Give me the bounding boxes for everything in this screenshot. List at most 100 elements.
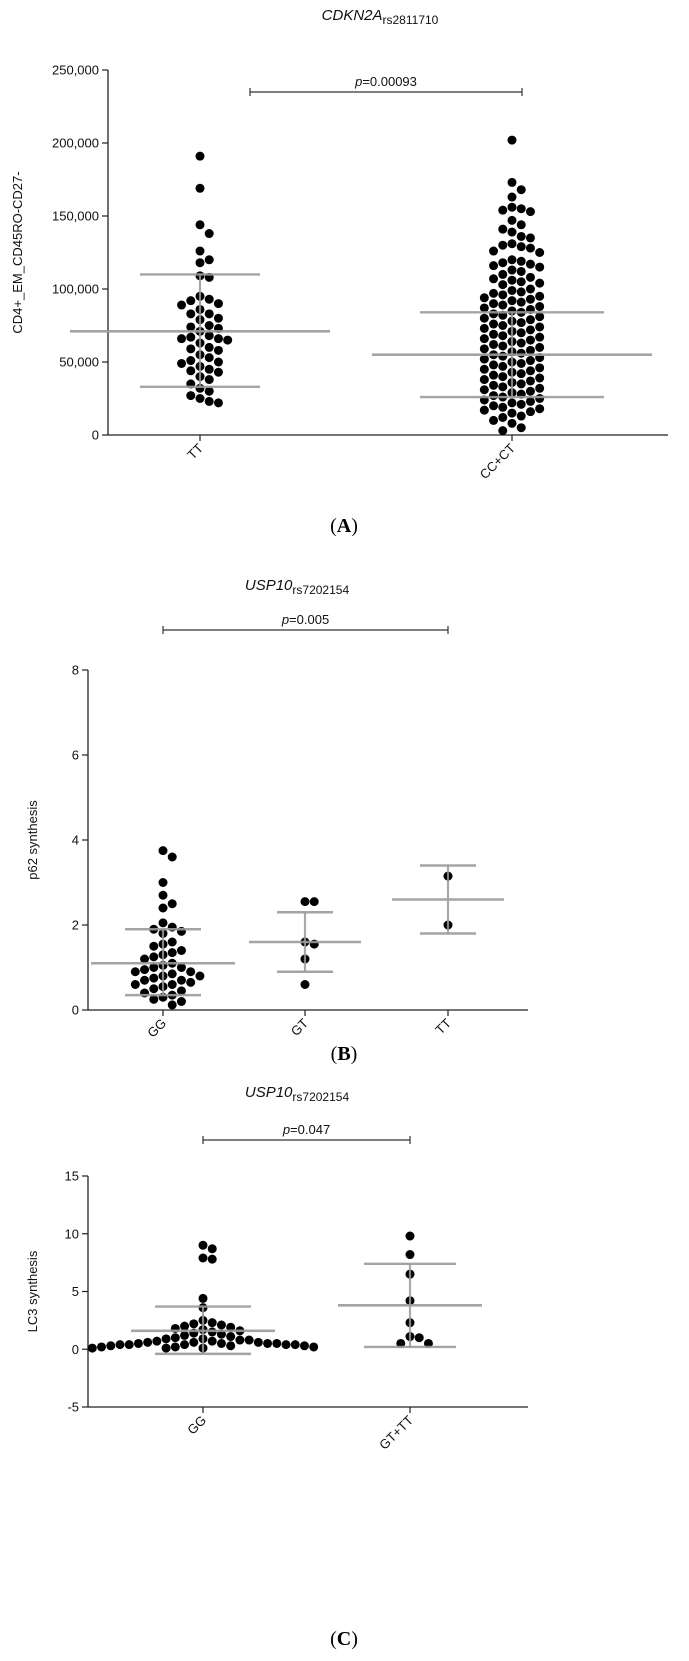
x-tick-label: GG [144, 1016, 169, 1041]
data-point [489, 329, 499, 339]
data-point [186, 967, 196, 977]
chart-panel-2: USP10rs7202154 0 2 4 6 8 p62 synthesis GG GT TT p=… [25, 577, 528, 1065]
data-point [516, 287, 526, 297]
x-tick-label: TT [432, 1015, 454, 1037]
data-point [216, 1320, 226, 1330]
y-tick-label: 5 [72, 1284, 79, 1299]
data-point [489, 360, 499, 370]
data-point [507, 296, 517, 306]
data-point [140, 975, 150, 985]
data-point [516, 266, 526, 276]
data-point [535, 322, 545, 332]
data-point [204, 229, 214, 239]
data-point [158, 846, 168, 856]
data-point [189, 1337, 199, 1347]
data-point [507, 265, 517, 275]
data-point [204, 255, 214, 265]
data-point [405, 1231, 415, 1241]
data-point [235, 1335, 245, 1345]
data-point [535, 373, 545, 383]
data-point [516, 256, 526, 266]
data-point [507, 398, 517, 408]
chart-title: USP10rs7202154 [245, 1084, 350, 1104]
data-point [195, 183, 205, 193]
data-point [498, 372, 508, 382]
data-point [498, 240, 508, 250]
data-point [207, 1318, 217, 1328]
data-point [226, 1332, 236, 1342]
data-point [300, 980, 310, 989]
data-point [161, 1334, 171, 1344]
data-point [207, 1336, 217, 1346]
panel-label: (C) [330, 1628, 358, 1650]
data-point [253, 1337, 263, 1347]
data-point [507, 418, 517, 428]
data-point [525, 243, 535, 253]
data-point [498, 402, 508, 412]
data-point [213, 357, 223, 367]
data-point [204, 353, 214, 363]
data-point [195, 220, 205, 230]
data-point [498, 341, 508, 351]
data-point [525, 366, 535, 376]
data-point [516, 369, 526, 379]
data-point [507, 135, 517, 145]
data-point [170, 1333, 180, 1343]
data-point [498, 300, 508, 310]
data-point [525, 284, 535, 294]
data-point [498, 321, 508, 330]
chart-title: CDKN2Ars2811710 [322, 7, 439, 27]
data-point [204, 396, 214, 406]
data-point [525, 259, 535, 269]
data-point [140, 954, 150, 964]
y-tick-label: 200,000 [52, 136, 99, 151]
data-point [213, 313, 223, 323]
data-point [299, 1341, 309, 1351]
data-point [97, 1342, 107, 1352]
data-point [149, 941, 159, 951]
data-point [106, 1341, 116, 1351]
data-point [423, 1338, 433, 1348]
data-point [498, 351, 508, 361]
y-tick-label: 250,000 [52, 63, 99, 78]
p-value-label: p=0.047 [282, 1122, 330, 1137]
data-point [300, 897, 310, 907]
data-point [498, 280, 508, 290]
data-point [516, 204, 526, 214]
data-point [167, 852, 177, 862]
data-point [133, 1338, 143, 1348]
data-point [489, 319, 499, 329]
data-point [149, 973, 159, 983]
data-point [489, 288, 499, 298]
data-point [479, 303, 489, 313]
data-point [535, 342, 545, 352]
data-point [186, 296, 196, 306]
data-point [498, 290, 508, 300]
data-point [176, 946, 186, 955]
data-point [198, 1253, 208, 1263]
data-point [167, 980, 177, 989]
y-tick-label: -5 [67, 1400, 79, 1415]
panel-label: (A) [330, 515, 358, 537]
chart-title: USP10rs7202154 [245, 577, 350, 597]
data-point [507, 227, 517, 237]
data-point [507, 177, 517, 187]
data-point [167, 969, 177, 979]
data-point [204, 294, 214, 304]
data-point [158, 878, 168, 887]
data-point [507, 192, 517, 202]
data-point [177, 358, 187, 368]
data-point [124, 1340, 134, 1350]
data-point [535, 332, 545, 342]
data-point [516, 423, 526, 433]
data-point [479, 364, 489, 374]
data-point [186, 356, 196, 366]
data-point [498, 205, 508, 215]
data-point [498, 382, 508, 392]
data-point [290, 1340, 300, 1350]
data-point [244, 1335, 254, 1345]
data-point [516, 242, 526, 252]
x-tick-label: CC+CT [477, 440, 519, 482]
data-point [143, 1337, 153, 1347]
